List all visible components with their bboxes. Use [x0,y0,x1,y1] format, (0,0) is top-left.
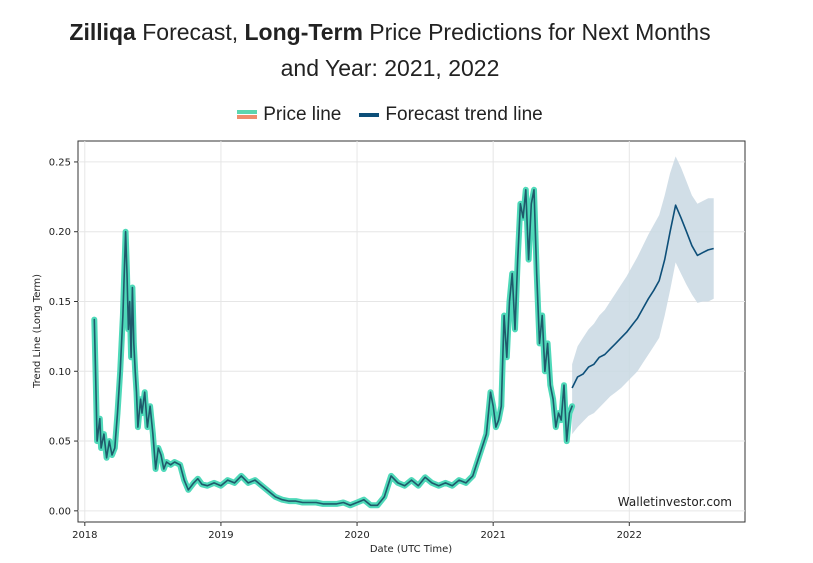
y-tick-label: 0.00 [49,506,71,517]
y-tick-label: 0.20 [49,227,71,238]
x-tick-label: 2019 [208,530,233,541]
legend-forecast-label: Forecast trend line [385,104,543,125]
legend-price-label: Price line [263,104,342,125]
forecast-confidence-band [572,156,714,435]
title-bold-term: Long-Term [244,19,363,45]
x-tick-label: 2022 [617,530,642,541]
title-line2: and Year: 2021, 2022 [280,55,500,81]
forecast-line-swatch [359,113,380,117]
axis-ticks: 0.00 0.05 0.10 0.15 0.20 0.25 2018 2019 2020 2021… [49,157,642,541]
y-tick-label: 0.15 [49,297,71,308]
x-tick-label: 2020 [344,530,369,541]
chart-legend: Price line Forecast trend line [0,104,780,126]
watermark: Walletinvestor.com [618,495,732,509]
title-brand: Zilliqa [69,19,136,45]
chart-title: Zilliqa Forecast, Long-Term Price Predic… [0,14,780,86]
price-line [93,189,573,507]
price-line-swatch [237,110,258,120]
x-tick-label: 2021 [480,530,505,541]
x-tick-label: 2018 [72,530,97,541]
legend-item-price: Price line [237,104,341,126]
y-tick-label: 0.10 [49,367,71,378]
y-tick-label: 0.05 [49,437,71,448]
forecast-band-layer [572,156,714,435]
x-axis-label: Date (UTC Time) [370,544,452,555]
y-axis-label: Trend Line (Long Term) [32,274,43,389]
series-layer [91,186,714,509]
title-part1: Forecast, [135,19,245,45]
title-part2: Price Predictions for Next Months [362,19,711,45]
y-tick-label: 0.25 [49,157,71,168]
forecast-trend-line [571,204,714,389]
legend-item-forecast: Forecast trend line [359,104,543,126]
